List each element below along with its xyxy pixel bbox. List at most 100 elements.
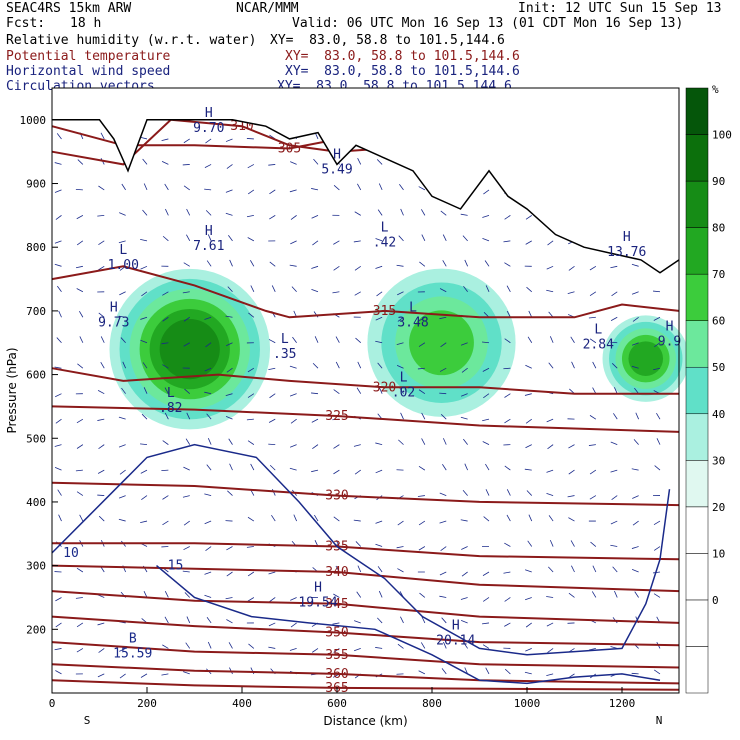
wind-vector xyxy=(311,469,319,473)
wind-vector xyxy=(229,463,233,471)
wind-vector xyxy=(482,214,490,218)
wind-vector xyxy=(290,240,297,245)
colorbar-swatch xyxy=(685,553,709,601)
field-rh-name: Relative humidity (w.r.t. water) xyxy=(6,33,257,48)
wind-vector xyxy=(204,367,212,372)
wind-vector xyxy=(227,490,233,496)
wind-vector xyxy=(398,439,404,445)
wind-vector xyxy=(504,465,511,471)
wind-vector xyxy=(140,339,148,344)
wind-vector xyxy=(311,418,319,423)
wind-vector xyxy=(225,189,233,193)
wind-vector xyxy=(484,260,490,267)
wind-vector xyxy=(483,516,490,522)
wind-vector xyxy=(77,363,84,369)
wind-vector xyxy=(164,387,169,394)
y-tick-label: 300 xyxy=(26,560,46,573)
wind-vector xyxy=(226,571,233,577)
wind-vector xyxy=(142,158,148,165)
wind-vector xyxy=(291,286,297,293)
wind-vector xyxy=(378,387,383,394)
theta-label-325: 325 xyxy=(325,409,348,424)
model-name: SEAC4RS 15km ARW xyxy=(6,1,132,16)
wind-vector xyxy=(293,514,297,522)
wind-vector xyxy=(375,469,383,474)
wind-vector xyxy=(75,597,83,599)
wind-vector xyxy=(98,312,105,318)
wind-vector xyxy=(141,495,148,500)
wind-vector xyxy=(525,240,532,245)
colorbar-swatch xyxy=(685,134,709,182)
wind-vector xyxy=(631,291,639,295)
wind-vector xyxy=(463,642,468,649)
wind-vector xyxy=(611,363,618,369)
wind-vector xyxy=(311,648,319,653)
wind-vector xyxy=(375,265,383,269)
x-axis-title: Distance (km) xyxy=(323,714,407,728)
wind-vector xyxy=(55,418,62,424)
wind-vector xyxy=(485,667,490,675)
wind-vector xyxy=(206,464,212,471)
wind-vector xyxy=(439,288,447,293)
wind-vector xyxy=(482,237,490,242)
colorbar-label: 40 xyxy=(712,408,725,421)
wind-vector xyxy=(248,312,255,318)
wind-vector xyxy=(419,261,426,267)
wind-vector xyxy=(589,265,597,271)
wind-vector xyxy=(614,387,618,394)
wind-vector xyxy=(143,387,148,394)
wind-vector xyxy=(226,342,233,347)
wind-vector xyxy=(97,469,105,474)
wind-vector xyxy=(58,514,62,522)
wind-vector xyxy=(182,495,190,498)
wind-vector xyxy=(205,210,212,216)
wind-vector xyxy=(442,464,447,471)
wind-vector xyxy=(97,494,105,496)
wind-vector xyxy=(443,641,447,649)
wind-vector xyxy=(485,285,490,292)
wind-vector xyxy=(570,336,575,343)
wind-vector xyxy=(417,495,425,497)
extremum-value: 5.49 xyxy=(321,162,352,177)
wind-vector xyxy=(247,393,255,398)
wind-vector xyxy=(504,262,511,267)
x-tick-label: 400 xyxy=(232,697,252,710)
wind-vector xyxy=(206,617,212,624)
x-tick-label: 600 xyxy=(327,697,347,710)
extremum-marker: L xyxy=(281,332,289,347)
wind-vector xyxy=(354,648,361,652)
wind-vector xyxy=(439,367,447,372)
theta-contour-360 xyxy=(51,663,680,685)
wind-vector xyxy=(314,336,319,343)
rh-fill-layer xyxy=(109,268,689,430)
wind-vector xyxy=(632,495,639,499)
colorbar-label: 50 xyxy=(712,361,725,374)
extremum-marker: H xyxy=(452,619,460,634)
wind-vector xyxy=(525,622,532,628)
wind-vector xyxy=(204,316,212,320)
wind-vector xyxy=(140,136,148,140)
wind-vector xyxy=(118,240,126,244)
extremum-value: 19.54 xyxy=(298,595,337,610)
wind-vector xyxy=(504,338,511,344)
wind-vector xyxy=(442,234,447,242)
extremum-value: 13.76 xyxy=(607,245,646,260)
wind-vector xyxy=(546,492,554,496)
x-tick-label: 200 xyxy=(137,697,157,710)
wind-vector xyxy=(54,189,62,193)
wind-vector xyxy=(76,648,84,653)
wind-vector xyxy=(205,546,212,552)
y-tick-label: 200 xyxy=(26,623,46,636)
y-tick-label: 500 xyxy=(26,432,46,445)
wind-vector xyxy=(439,595,447,598)
wind-vector xyxy=(119,648,126,652)
wind-vector xyxy=(164,616,169,624)
colorbar-label: 30 xyxy=(712,454,725,467)
wind-vector xyxy=(355,541,362,547)
wind-vector xyxy=(182,291,190,294)
colorbar-unit: % xyxy=(712,83,719,96)
wind-vector xyxy=(227,286,233,293)
wind-vector xyxy=(246,138,254,140)
wind-vector xyxy=(460,619,468,624)
